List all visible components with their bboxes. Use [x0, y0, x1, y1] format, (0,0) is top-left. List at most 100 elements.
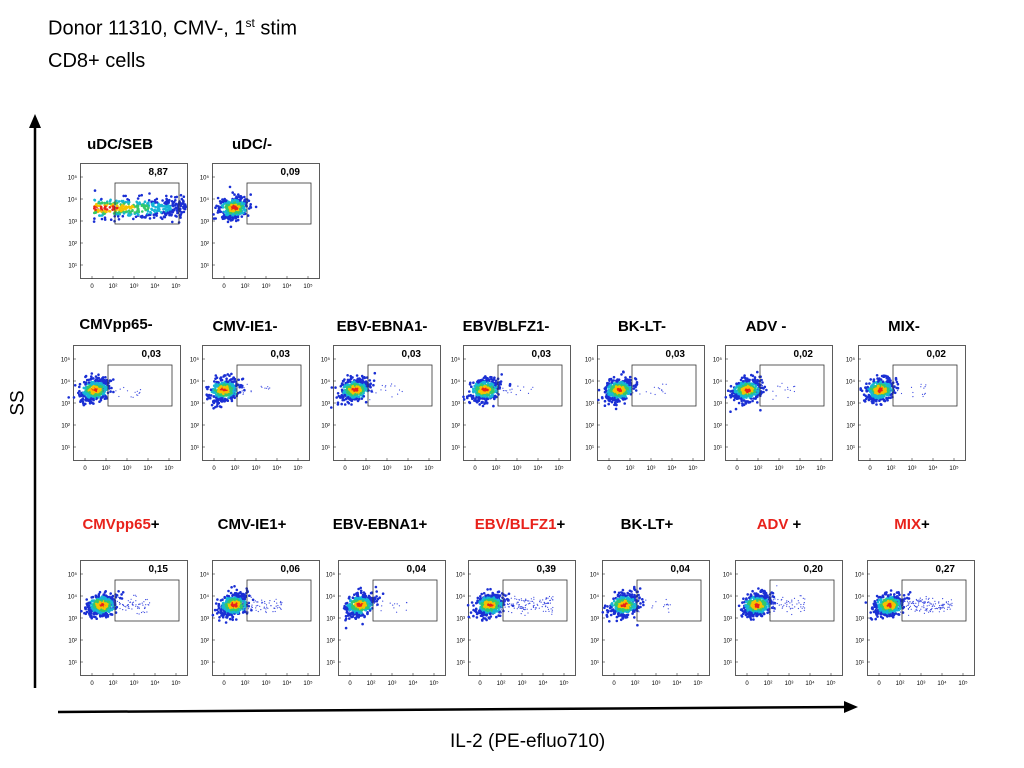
x-tick-label: 0: [222, 284, 226, 290]
x-tick-label: 0: [348, 681, 352, 687]
cell-population: [859, 374, 927, 406]
x-tick-label: 10⁵: [424, 465, 434, 472]
x-tick-label: 10²: [626, 466, 635, 472]
facs-dot-plot: 10⁵ 10⁴ 10³ 10² 10¹ 0 10² 10³ 10⁴ 10⁵ 0,03: [61, 345, 183, 475]
y-tick-label: 10⁴: [200, 594, 210, 601]
y-tick-label: 10²: [723, 639, 732, 645]
dot-plot-svg: 10⁵ 10⁴ 10³ 10² 10¹ 0 10² 10³ 10⁴ 10⁵ 0,03: [585, 345, 705, 472]
y-tick-label: 10¹: [61, 446, 70, 452]
panel-label-part: +: [556, 516, 566, 533]
y-tick-label: 10⁴: [68, 197, 78, 204]
x-tick-label: 10²: [362, 466, 371, 472]
x-tick-label: 0: [607, 466, 611, 472]
y-tick-label: 10⁴: [200, 197, 210, 204]
gate-percentage: 0,04: [407, 564, 427, 575]
panel-label: uDC/SEB: [60, 136, 180, 153]
panel-label-part: EBV-EBNA1+: [332, 516, 428, 533]
gate-percentage: 0,03: [142, 349, 162, 360]
x-tick-label: 0: [473, 466, 477, 472]
facs-dot-plot: 10⁵ 10⁴ 10³ 10² 10¹ 0 10² 10³ 10⁴ 10⁵ 0,03: [321, 345, 443, 475]
x-tick-label: 10³: [388, 681, 397, 687]
gate-percentage: 0,02: [927, 349, 947, 360]
x-tick-label: 10²: [367, 681, 376, 687]
dot-plot-svg: 10⁵ 10⁴ 10³ 10² 10¹ 0 10² 10³ 10⁴ 10⁵ 0,04: [590, 560, 710, 687]
y-tick-label: 10³: [321, 402, 330, 408]
x-tick-label: 10³: [513, 466, 522, 472]
y-tick-label: 10⁵: [326, 572, 336, 579]
y-tick-label: 10¹: [68, 264, 77, 270]
y-tick-label: 10³: [723, 617, 732, 623]
panel-label-part: CMVpp65-: [79, 316, 153, 333]
gate-percentage: 0,02: [794, 349, 814, 360]
x-tick-label: 0: [612, 681, 616, 687]
y-tick-label: 10⁵: [456, 572, 466, 579]
gate-percentage: 8,87: [149, 167, 169, 178]
x-tick-label: 10⁴: [795, 465, 805, 472]
x-tick-label: 10⁴: [272, 465, 282, 472]
y-tick-label: 10²: [190, 424, 199, 430]
y-tick-label: 10²: [68, 242, 77, 248]
panel-label-part: BK-LT-: [617, 318, 667, 335]
x-tick-label: 10⁴: [282, 680, 292, 687]
dot-plot-svg: 10⁵ 10⁴ 10³ 10² 10¹ 0 10² 10³ 10⁴ 10⁵ 0,06: [200, 560, 320, 687]
y-tick-label: 10¹: [190, 446, 199, 452]
y-tick-label: 10⁴: [713, 379, 723, 386]
y-tick-label: 10⁵: [68, 175, 78, 182]
x-tick-label: 10⁵: [559, 680, 569, 687]
x-tick-label: 10²: [764, 681, 773, 687]
panel-label: BK-LT-: [582, 318, 702, 335]
dot-plot-svg: 10⁵ 10⁴ 10³ 10² 10¹ 0 10² 10³ 10⁴ 10⁵ 0,03: [321, 345, 441, 472]
x-tick-label: 0: [343, 466, 347, 472]
facs-dot-plot: 10⁵ 10⁴ 10³ 10² 10¹ 0 10² 10³ 10⁴ 10⁵ 0,27: [855, 560, 977, 690]
y-tick-label: 10⁴: [190, 379, 200, 386]
y-tick-label: 10³: [846, 402, 855, 408]
y-tick-label: 10²: [200, 639, 209, 645]
x-tick-label: 10⁴: [403, 465, 413, 472]
panel-label: MIX+: [852, 516, 972, 533]
y-tick-label: 10²: [68, 639, 77, 645]
title-main: Donor 11310, CMV-, 1: [48, 17, 246, 40]
x-tick-label: 10²: [497, 681, 506, 687]
y-tick-label: 10¹: [68, 661, 77, 667]
y-tick-label: 10³: [200, 220, 209, 226]
dot-plot-svg: 10⁵ 10⁴ 10³ 10² 10¹ 0 10² 10³ 10⁴ 10⁵ 0,04: [326, 560, 446, 687]
y-tick-label: 10⁴: [846, 379, 856, 386]
y-tick-label: 10⁵: [846, 357, 856, 364]
x-tick-label: 10⁵: [554, 465, 564, 472]
facs-dot-plot: 10⁵ 10⁴ 10³ 10² 10¹ 0 10² 10³ 10⁴ 10⁵ 0,20: [723, 560, 845, 690]
cell-population: [212, 185, 258, 229]
x-tick-label: 10⁴: [150, 283, 160, 290]
y-tick-label: 10⁴: [451, 379, 461, 386]
x-tick-label: 10²: [231, 466, 240, 472]
x-tick-label: 10³: [383, 466, 392, 472]
x-tick-label: 10³: [518, 681, 527, 687]
x-tick-label: 10⁴: [150, 680, 160, 687]
panel-label: CMVpp65+: [61, 516, 181, 533]
x-tick-label: 10³: [908, 466, 917, 472]
panel-label: CMV-IE1-: [185, 318, 305, 335]
y-tick-label: 10¹: [846, 446, 855, 452]
x-tick-label: 10³: [252, 466, 261, 472]
panel-label-part: CMVpp65: [82, 516, 151, 533]
panel-label: uDC/-: [192, 136, 312, 153]
y-tick-label: 10³: [326, 617, 335, 623]
x-tick-label: 10²: [631, 681, 640, 687]
x-tick-label: 10⁵: [949, 465, 959, 472]
y-tick-label: 10³: [190, 402, 199, 408]
x-tick-label: 10⁴: [937, 680, 947, 687]
y-tick-label: 10³: [68, 220, 77, 226]
x-tick-label: 10⁴: [408, 680, 418, 687]
y-tick-label: 10¹: [585, 446, 594, 452]
gate-box: [114, 579, 180, 622]
x-tick-label: 10²: [102, 466, 111, 472]
x-tick-label: 10³: [917, 681, 926, 687]
x-tick-label: 10⁴: [805, 680, 815, 687]
y-tick-label: 10⁴: [326, 594, 336, 601]
y-tick-label: 10²: [326, 639, 335, 645]
gate-box: [901, 579, 967, 622]
cell-population: [342, 585, 408, 630]
y-tick-label: 10¹: [200, 264, 209, 270]
x-tick-label: 10⁵: [693, 680, 703, 687]
plot-frame: [212, 560, 320, 676]
x-tick-label: 10⁵: [958, 680, 968, 687]
